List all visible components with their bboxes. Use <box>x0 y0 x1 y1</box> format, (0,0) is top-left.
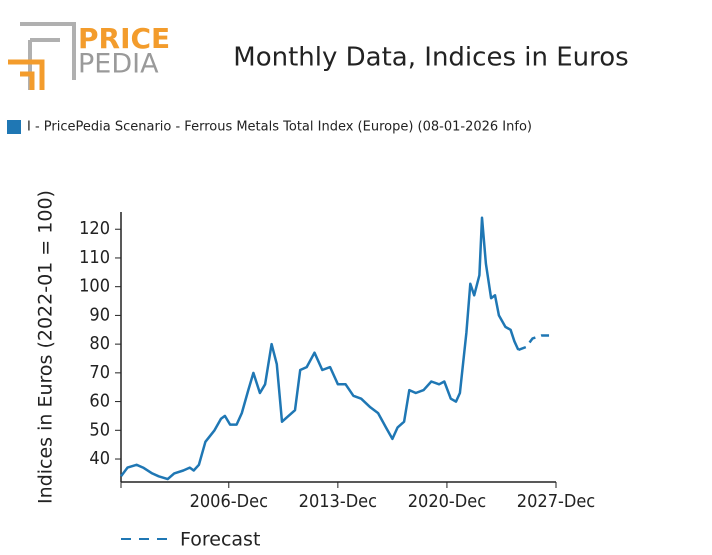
logo-text: PEDIA <box>78 49 159 80</box>
x-tick-label: 2006-Dec <box>190 491 268 512</box>
x-tick-label: 2013-Dec <box>299 491 377 512</box>
series-line <box>119 216 520 481</box>
legend-label: I - PricePedia Scenario - Ferrous Metals… <box>27 120 532 135</box>
y-tick-label: 100 <box>79 276 110 297</box>
y-tick-label: 90 <box>89 304 110 325</box>
y-tick-label: 60 <box>89 391 110 412</box>
y-axis-title: Indices in Euros (2022-01 = 100) <box>35 190 57 504</box>
logo-text: PRICE <box>78 22 170 55</box>
legend-swatch <box>7 120 21 134</box>
y-tick-label: 50 <box>89 419 110 440</box>
y-tick-label: 40 <box>89 448 110 469</box>
y-tick-label: 110 <box>79 247 110 268</box>
chart-title: Monthly Data, Indices in Euros <box>233 43 628 73</box>
y-tick-label: 120 <box>79 218 110 239</box>
x-tick-label: 2027-Dec <box>517 491 595 512</box>
logo: PRICE PEDIA <box>8 22 170 90</box>
y-tick-label: 80 <box>89 333 110 354</box>
series-line <box>517 334 553 352</box>
legend-label: Forecast <box>180 529 260 551</box>
y-tick-label: 70 <box>89 362 110 383</box>
x-tick-label: 2020-Dec <box>408 491 486 512</box>
